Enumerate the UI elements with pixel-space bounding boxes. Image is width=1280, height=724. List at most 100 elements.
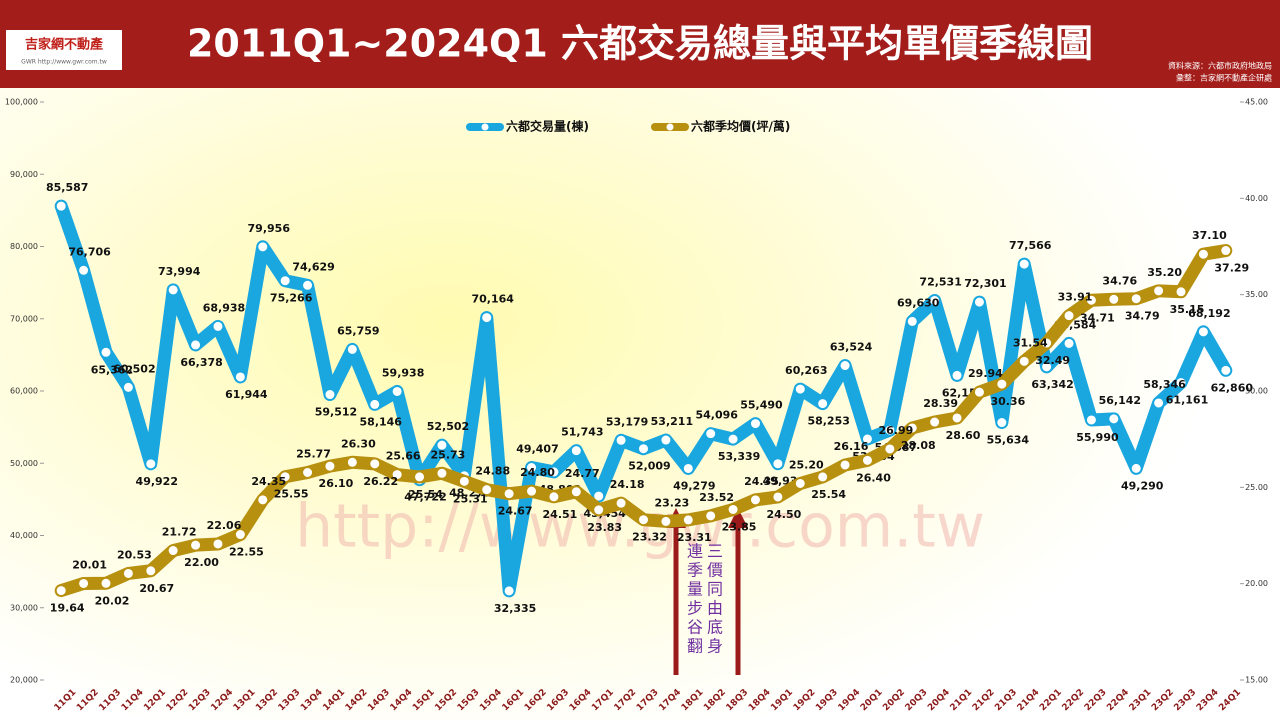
data-point xyxy=(570,486,582,498)
data-point xyxy=(1220,245,1232,257)
data-label: 23.52 xyxy=(699,491,734,504)
data-label: 62,860 xyxy=(1211,381,1254,394)
data-point xyxy=(638,514,649,526)
data-point xyxy=(526,462,538,474)
data-label: 60,502 xyxy=(113,362,155,375)
compiled: 彙整：吉家網不動產企研處 xyxy=(1176,73,1272,83)
data-point xyxy=(391,469,403,481)
data-point xyxy=(1175,286,1187,298)
data-label: 24.77 xyxy=(565,467,600,480)
y2-tick-label: 40.00 xyxy=(1245,194,1268,203)
data-label: 77,566 xyxy=(1009,239,1052,252)
data-label: 47,722 xyxy=(404,491,446,504)
data-label: 49,922 xyxy=(136,475,178,488)
data-point xyxy=(1041,337,1053,349)
data-point xyxy=(436,467,448,479)
data-label: 55,490 xyxy=(740,399,783,412)
data-label: 24.50 xyxy=(766,508,801,521)
data-point xyxy=(369,398,381,410)
header-bar xyxy=(0,0,1280,88)
data-point xyxy=(615,434,627,446)
data-point xyxy=(996,378,1008,390)
data-label: 24.35 xyxy=(744,475,779,488)
data-label: 63,524 xyxy=(830,341,873,354)
data-label: 70,164 xyxy=(471,293,514,306)
data-label: 53,339 xyxy=(718,450,760,463)
data-label: 26.40 xyxy=(856,471,891,484)
data-point xyxy=(257,494,269,506)
data-label: 54,096 xyxy=(695,409,738,422)
data-point xyxy=(100,577,112,589)
data-point xyxy=(302,279,314,291)
data-label: 26.99 xyxy=(878,424,913,437)
data-point xyxy=(190,539,202,551)
data-point xyxy=(548,491,560,503)
y-tick-label: 100,000 xyxy=(5,98,38,107)
data-label: 29.94 xyxy=(968,367,1003,380)
data-point xyxy=(1130,293,1142,305)
data-point xyxy=(212,538,224,550)
watermark: http://www.gwr.com.tw xyxy=(295,492,985,562)
data-point xyxy=(279,471,291,483)
data-point xyxy=(727,433,739,445)
data-point xyxy=(749,494,761,506)
data-label: 23.31 xyxy=(677,531,712,544)
data-point xyxy=(481,312,493,324)
data-point xyxy=(906,315,918,327)
data-point xyxy=(749,418,761,430)
data-point xyxy=(817,398,829,410)
data-point xyxy=(906,422,918,434)
data-label: 37.29 xyxy=(1214,262,1249,275)
data-point xyxy=(548,466,560,478)
y2-tick-label: 15.00 xyxy=(1245,676,1268,685)
data-label: 34.79 xyxy=(1125,310,1160,323)
data-label: 58,146 xyxy=(360,415,403,428)
data-label: 49,407 xyxy=(516,443,558,456)
data-label: 52,502 xyxy=(427,420,469,433)
data-point xyxy=(593,504,605,516)
data-label: 23.23 xyxy=(654,496,689,509)
data-point xyxy=(638,443,649,455)
data-point xyxy=(794,477,806,489)
data-label: 35.20 xyxy=(1147,266,1182,279)
data-label: 65,759 xyxy=(337,324,379,337)
data-label: 31.54 xyxy=(1013,336,1048,349)
data-label: 34.71 xyxy=(1080,311,1115,324)
y2-tick-label: 20.00 xyxy=(1245,579,1268,588)
data-label: 58,346 xyxy=(1143,378,1186,391)
data-label: 56,142 xyxy=(1099,394,1141,407)
y-tick-label: 70,000 xyxy=(10,314,38,323)
data-point xyxy=(122,381,134,393)
data-point xyxy=(279,275,291,287)
data-point xyxy=(145,458,157,470)
data-label: 19.64 xyxy=(50,602,85,615)
data-point xyxy=(55,585,67,597)
data-label: 23.83 xyxy=(587,521,622,534)
data-label: 72,301 xyxy=(964,277,1006,290)
data-point xyxy=(503,488,515,500)
data-label: 25.54 xyxy=(408,488,443,501)
data-point xyxy=(929,294,941,306)
data-point xyxy=(794,383,806,395)
data-point xyxy=(503,585,515,597)
y2-tick-label: 30.00 xyxy=(1245,387,1268,396)
data-label: 59,512 xyxy=(315,406,357,419)
data-point xyxy=(167,545,179,557)
y-tick-label: 80,000 xyxy=(10,242,38,251)
data-point xyxy=(324,460,336,472)
data-point xyxy=(346,456,358,468)
data-label: 22.00 xyxy=(184,556,219,569)
data-point xyxy=(1197,326,1209,338)
data-label: 20.02 xyxy=(95,594,130,607)
data-point xyxy=(682,514,694,526)
data-point xyxy=(772,491,784,503)
data-label: 35.15 xyxy=(1170,303,1205,316)
data-point xyxy=(190,339,202,351)
data-label: 23.32 xyxy=(632,531,667,544)
data-label: 37.10 xyxy=(1192,229,1227,242)
y-tick-label: 50,000 xyxy=(10,459,38,468)
data-point xyxy=(78,577,90,589)
data-point xyxy=(234,371,246,383)
chart-title: 2011Q1~2024Q1 六都交易總量與平均單價季線圖 xyxy=(187,22,1093,66)
annotation: 季價 xyxy=(687,561,727,580)
